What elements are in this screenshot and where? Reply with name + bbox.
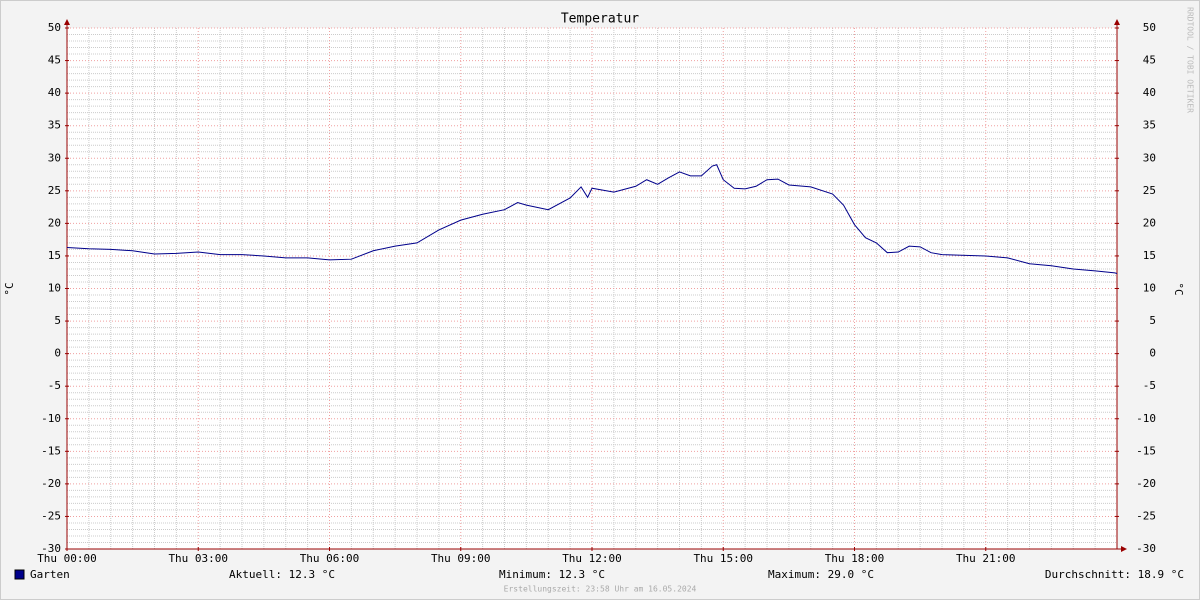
legend-entry: Garten	[30, 568, 70, 581]
y-tick-label: 50	[48, 21, 61, 34]
y2-tick-label: 35	[1143, 119, 1156, 132]
y2-tick-label: 20	[1143, 216, 1156, 229]
legend-average: Durchschnitt: 18.9 °C	[1045, 568, 1184, 581]
x-tick-label: Thu 06:00	[300, 552, 360, 565]
y-tick-label: -15	[41, 444, 61, 457]
y-tick-label: -5	[48, 379, 61, 392]
chart-title: Temperatur	[561, 12, 639, 27]
y2-tick-label: -30	[1136, 542, 1156, 555]
y-tick-label: -25	[41, 509, 61, 522]
y2-tick-label: 15	[1143, 249, 1156, 262]
x-tick-label: Thu 09:00	[431, 552, 491, 565]
y-tick-label: 40	[48, 86, 61, 99]
axis-arrow	[64, 19, 70, 25]
legend-minimum: Minimum: 12.3 °C	[499, 568, 605, 581]
y-tick-label: 15	[48, 249, 61, 262]
watermark: RRDTOOL / TOBI OETIKER	[1186, 7, 1195, 113]
grid	[64, 19, 1127, 552]
legend-current: Aktuell: 12.3 °C	[229, 568, 335, 581]
footer: Erstellungszeit: 23:58 Uhr am 16.05.2024	[504, 585, 697, 594]
y-tick-label: 25	[48, 184, 61, 197]
x-tick-label: Thu 00:00	[37, 552, 97, 565]
x-tick-label: Thu 21:00	[956, 552, 1016, 565]
y-tick-label: 30	[48, 151, 61, 164]
y-axis-label: °C	[3, 282, 16, 295]
y2-tick-label: 40	[1143, 86, 1156, 99]
y2-tick-label: 5	[1149, 314, 1156, 327]
x-tick-label: Thu 03:00	[168, 552, 228, 565]
y-tick-label: -30	[41, 542, 61, 555]
y2-tick-label: 25	[1143, 184, 1156, 197]
y-tick-label: 45	[48, 54, 61, 67]
y-tick-label: 10	[48, 282, 61, 295]
y2-tick-label: -25	[1136, 509, 1156, 522]
legend-maximum: Maximum: 29.0 °C	[768, 568, 874, 581]
y2-tick-label: -20	[1136, 477, 1156, 490]
x-tick-label: Thu 12:00	[562, 552, 622, 565]
y-tick-label: 0	[54, 347, 61, 360]
y2-tick-label: 10	[1143, 282, 1156, 295]
legend-swatch	[14, 569, 25, 580]
y-tick-label: 35	[48, 119, 61, 132]
x-tick-label: Thu 18:00	[825, 552, 885, 565]
y2-tick-label: 45	[1143, 54, 1156, 67]
y2-tick-label: 0	[1149, 347, 1156, 360]
y2-tick-label: -10	[1136, 412, 1156, 425]
axis-arrow	[1114, 19, 1120, 25]
y2-tick-label: 30	[1143, 151, 1156, 164]
y2-tick-label: 50	[1143, 21, 1156, 34]
axis-arrow	[1121, 546, 1127, 552]
x-tick-label: Thu 15:00	[693, 552, 753, 565]
y-tick-label: -10	[41, 412, 61, 425]
marks	[66, 164, 1118, 274]
y2-tick-label: -5	[1143, 379, 1156, 392]
y-tick-label: 20	[48, 216, 61, 229]
y2-tick-label: -15	[1136, 444, 1156, 457]
data-line	[66, 164, 1118, 274]
y-tick-label: 5	[54, 314, 61, 327]
y-tick-label: -20	[41, 477, 61, 490]
y2-axis-label: °C	[1172, 282, 1185, 295]
